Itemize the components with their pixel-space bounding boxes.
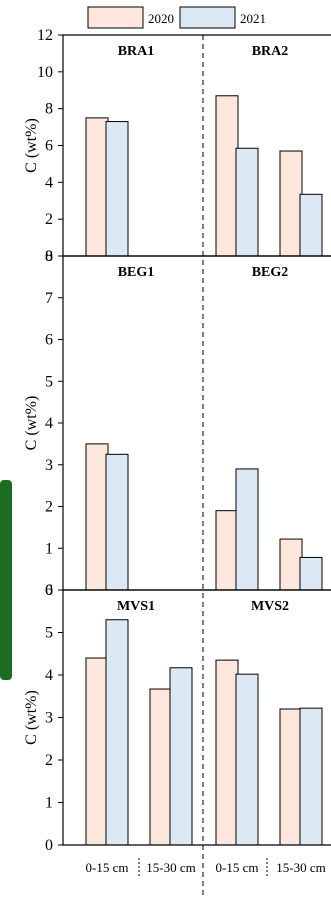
y-tick-label: 5 (45, 625, 53, 642)
y-axis-label: C (wt%) (23, 118, 40, 173)
panel-3: 0 1 2 3 4 5 6 C (wt%) MVS1 MVS2 (23, 582, 331, 854)
y-tick-label: 1 (45, 795, 53, 812)
bar-beg2-2021-1 (235, 468, 259, 591)
y-tick-label: 6 (45, 582, 53, 599)
bar-bra2-2020-2 (279, 150, 303, 257)
panel-title: BEG2 (252, 265, 289, 280)
bar-mvs1-2020-2 (149, 688, 173, 846)
y-tick-label: 2 (45, 211, 53, 228)
y-tick-label: 7 (45, 290, 53, 307)
bar-beg1-2021-1 (105, 453, 129, 591)
bar-bra2-2021-1 (235, 147, 259, 257)
y-tick-label: 3 (45, 457, 53, 474)
y-tick-label: 2 (45, 499, 53, 516)
y-tick-label: 0 (45, 837, 53, 854)
y-tick-label: 4 (45, 667, 53, 684)
y-tick-label: 5 (45, 373, 53, 390)
panel-title: MVS1 (117, 599, 155, 614)
y-tick-label: 6 (45, 138, 53, 155)
y-axis-label: C (wt%) (23, 690, 40, 745)
x-tick-label: 15-30 cm (276, 860, 325, 875)
panel-1: 0 2 4 6 8 10 12 C (wt%) BRA1 BRA2 (23, 27, 331, 265)
legend-swatch-2021 (179, 6, 236, 29)
x-tick-label: 15-30 cm (146, 860, 195, 875)
x-axis-labels: 0-15 cm 15-30 cm 0-15 cm 15-30 cm (86, 858, 326, 878)
bar-bra2-2020-1 (215, 95, 239, 257)
bar-mvs2-2021-1 (235, 673, 259, 846)
legend-swatch-2020 (87, 6, 144, 29)
bar-bra1-2020-1 (85, 117, 109, 257)
y-tick-label: 6 (45, 332, 53, 349)
left-accent-bar (0, 480, 12, 680)
y-tick-label: 8 (45, 248, 53, 265)
y-tick-label: 0 (45, 582, 53, 599)
bar-bra1-2021-1 (105, 121, 129, 257)
bar-mvs1-2021-1 (105, 619, 129, 846)
y-tick-label: 8 (45, 101, 53, 118)
y-tick-label: 10 (37, 64, 53, 81)
bar-mvs1-2020-1 (85, 657, 109, 846)
y-tick-label: 0 (45, 248, 53, 265)
legend: 2020 2021 (87, 6, 266, 29)
y-tick-label: 3 (45, 710, 53, 727)
y-tick-label: 4 (45, 415, 53, 432)
bar-mvs1-2021-2 (169, 667, 193, 846)
panel-title: BRA1 (118, 44, 155, 59)
bar-mvs2-2020-1 (215, 659, 239, 846)
bar-beg2-2020-1 (215, 510, 239, 591)
y-axis-label: C (wt%) (23, 396, 40, 451)
legend-label-2020: 2020 (148, 11, 174, 26)
x-tick-label: 0-15 cm (216, 860, 259, 875)
panel-title: BRA2 (252, 44, 289, 59)
bar-beg1-2020-1 (85, 443, 109, 591)
bar-mvs2-2021-2 (299, 707, 323, 846)
x-tick-label: 0-15 cm (86, 860, 129, 875)
y-tick-label: 12 (37, 27, 53, 44)
bar-mvs2-2020-2 (279, 708, 303, 846)
panel-title: MVS2 (251, 599, 289, 614)
panel-title: BEG1 (118, 265, 155, 280)
bar-bra2-2021-2 (299, 193, 323, 257)
y-tick-label: 4 (45, 174, 53, 191)
y-tick-label: 2 (45, 752, 53, 769)
legend-label-2021: 2021 (240, 11, 266, 26)
y-tick-label: 1 (45, 540, 53, 557)
bar-beg2-2021-2 (299, 556, 323, 591)
bar-beg2-2020-2 (279, 538, 303, 591)
